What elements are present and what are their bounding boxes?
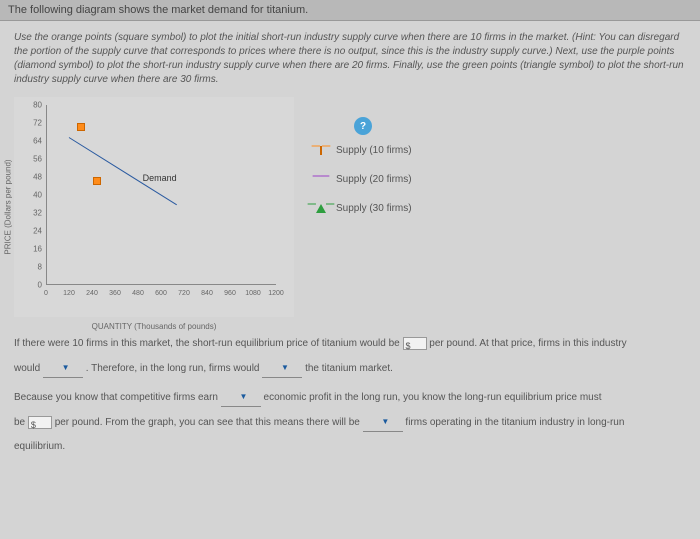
legend-panel: ? –– Supply (10 firms) –– Supply (20 fir… <box>314 97 574 317</box>
x-tick: 600 <box>155 290 167 297</box>
legend-supply-10[interactable]: –– Supply (10 firms) <box>314 145 574 156</box>
plot-point-square[interactable] <box>77 123 85 131</box>
x-tick: 720 <box>178 290 190 297</box>
legend-label: Supply (30 firms) <box>336 203 412 214</box>
y-tick: 48 <box>24 173 42 182</box>
x-tick: 480 <box>132 290 144 297</box>
longrun-dropdown[interactable]: ▼ <box>262 359 302 378</box>
text: would <box>14 363 40 374</box>
plot-point-square[interactable] <box>93 177 101 185</box>
legend-label: Supply (20 firms) <box>336 174 412 185</box>
y-tick: 0 <box>24 281 42 290</box>
y-tick: 16 <box>24 245 42 254</box>
square-icon: –– <box>314 146 328 155</box>
x-tick: 0 <box>44 290 48 297</box>
x-tick: 1080 <box>245 290 261 297</box>
x-tick: 120 <box>63 290 75 297</box>
y-tick: 64 <box>24 137 42 146</box>
would-dropdown[interactable]: ▼ <box>43 359 83 378</box>
text: . Therefore, in the long run, firms woul… <box>86 363 260 374</box>
chevron-down-icon: ▼ <box>62 363 70 372</box>
fill-in-section: If there were 10 firms in this market, t… <box>0 321 700 456</box>
legend-supply-30[interactable]: –– Supply (30 firms) <box>314 203 574 214</box>
y-tick: 32 <box>24 209 42 218</box>
main-area: PRICE (Dollars per pound) 80 72 64 56 48… <box>0 93 700 321</box>
y-tick: 40 <box>24 191 42 200</box>
header-bar: The following diagram shows the market d… <box>0 0 700 21</box>
y-tick: 24 <box>24 227 42 236</box>
x-tick: 1200 <box>268 290 284 297</box>
legend-supply-20[interactable]: –– Supply (20 firms) <box>314 174 574 185</box>
help-icon-label: ? <box>360 121 366 132</box>
y-axis-label: PRICE (Dollars per pound) <box>4 159 13 254</box>
profit-dropdown[interactable]: ▼ <box>221 388 261 407</box>
text: the titanium market. <box>305 363 393 374</box>
chevron-down-icon: ▼ <box>281 363 289 372</box>
y-tick: 8 <box>24 263 42 272</box>
triangle-icon: –– <box>314 204 328 213</box>
text: If there were 10 firms in this market, t… <box>14 338 400 349</box>
x-axis-label: QUANTITY (Thousands of pounds) <box>92 322 217 331</box>
x-tick: 360 <box>109 290 121 297</box>
text: be <box>14 417 25 428</box>
legend-label: Supply (10 firms) <box>336 145 412 156</box>
text: Because you know that competitive firms … <box>14 392 218 403</box>
chart[interactable]: PRICE (Dollars per pound) 80 72 64 56 48… <box>14 97 294 317</box>
text: economic profit in the long run, you kno… <box>264 392 602 403</box>
instructions-text: Use the orange points (square symbol) to… <box>14 32 684 85</box>
demand-line <box>69 137 177 205</box>
y-tick: 56 <box>24 155 42 164</box>
longrun-price-input[interactable]: $ <box>28 416 52 429</box>
x-tick: 960 <box>224 290 236 297</box>
firms-count-dropdown[interactable]: ▼ <box>363 413 403 432</box>
x-tick: 240 <box>86 290 98 297</box>
header-title: The following diagram shows the market d… <box>8 4 308 16</box>
chevron-down-icon: ▼ <box>239 392 247 401</box>
chevron-down-icon: ▼ <box>381 417 389 426</box>
plot-area[interactable]: 80 72 64 56 48 40 32 24 16 8 0 0 120 240… <box>46 105 276 285</box>
price-10-firms-input[interactable]: $ <box>403 337 427 350</box>
x-tick: 840 <box>201 290 213 297</box>
text: per pound. From the graph, you can see t… <box>55 417 360 428</box>
text: equilibrium. <box>14 441 65 452</box>
help-icon[interactable]: ? <box>354 117 372 135</box>
x-axis-line <box>46 284 276 285</box>
y-tick: 80 <box>24 101 42 110</box>
diamond-icon: –– <box>314 176 328 184</box>
y-axis-line <box>46 105 47 285</box>
text: per pound. At that price, firms in this … <box>429 338 626 349</box>
demand-label: Demand <box>143 173 177 183</box>
instructions: Use the orange points (square symbol) to… <box>0 21 700 93</box>
text: firms operating in the titanium industry… <box>405 417 624 428</box>
y-tick: 72 <box>24 119 42 128</box>
